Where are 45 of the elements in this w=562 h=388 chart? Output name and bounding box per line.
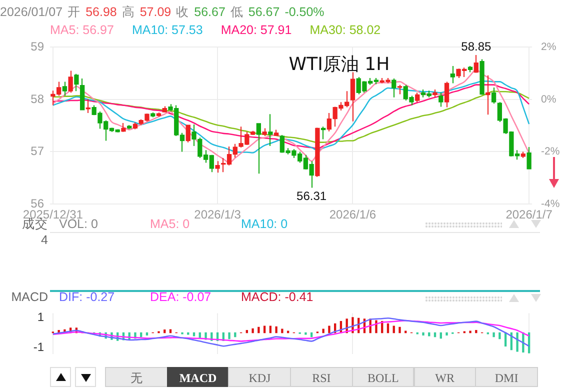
- text: WR: [414, 367, 476, 387]
- y2-tick-label: -4%: [541, 198, 560, 210]
- chart-title: WTI原油 1H: [288, 54, 390, 75]
- text: 无: [105, 367, 168, 387]
- text: RSI: [290, 367, 353, 387]
- text: -0.50%: [284, 5, 324, 19]
- y-tick-label: 56: [30, 196, 44, 210]
- text: 低: [230, 5, 244, 19]
- text: 56.67: [248, 5, 280, 19]
- y2-tick-label: -2%: [541, 146, 560, 158]
- x-tick-label: 2026/1/3: [194, 208, 242, 222]
- text: MA10: 57.53: [132, 23, 203, 38]
- text: KDJ: [228, 367, 292, 387]
- text: MA30: 58.02: [310, 23, 381, 38]
- text: 2026/01/07: [0, 5, 63, 19]
- y-tick-label: -1: [33, 340, 44, 354]
- text: MA5: 0: [150, 217, 190, 232]
- text: MA5: 56.97: [50, 23, 114, 38]
- text: 高: [122, 5, 135, 19]
- y-axis-title: MACD: [10, 290, 48, 305]
- text: DIF: -0.27: [59, 290, 116, 305]
- y2-tick-label: 0%: [541, 93, 556, 106]
- text: 56.98: [86, 5, 117, 19]
- y-tick-label: 59: [30, 40, 44, 54]
- text: MA20: 57.91: [220, 23, 292, 38]
- text: DMI: [475, 367, 538, 387]
- y2-tick-label: 2%: [541, 41, 556, 54]
- text: 56.67: [194, 5, 226, 19]
- annotation: 58.85: [461, 39, 492, 54]
- text: 开: [68, 5, 81, 19]
- y-tick-label: 57: [30, 144, 44, 158]
- text: MACD: -0.41: [241, 290, 314, 305]
- text: BOLL: [352, 367, 414, 387]
- y-tick-label: 1: [37, 310, 44, 324]
- x-tick-label: 2026/1/6: [329, 208, 376, 222]
- text: VOL: 0: [59, 217, 98, 232]
- text: 4: [40, 233, 48, 248]
- text: 收: [176, 5, 190, 19]
- text: MACD: [166, 367, 230, 387]
- text: 57.09: [140, 5, 172, 19]
- annotation: 56.31: [296, 189, 327, 204]
- y-tick-label: 58: [30, 92, 44, 106]
- text: DEA: -0.07: [150, 290, 212, 305]
- text: MA10: 0: [241, 217, 288, 232]
- x-tick-label: 2026/1/7: [506, 208, 553, 222]
